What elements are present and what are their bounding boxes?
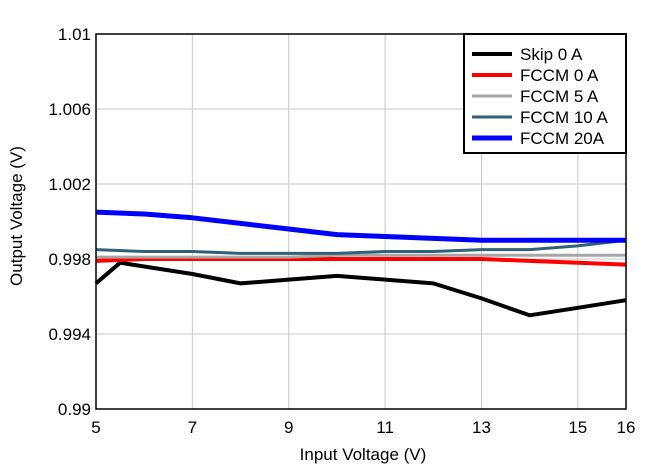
- x-tick-label: 11: [376, 418, 394, 437]
- legend: Skip 0 A FCCM 0 A FCCM 5 A FCCM 10 A FCCM 20…: [463, 33, 627, 154]
- series-line-5: [95, 209, 626, 243]
- legend-label: FCCM 5 A: [520, 87, 599, 106]
- x-tick-label: 7: [188, 418, 197, 437]
- x-tick-label: 13: [472, 418, 491, 437]
- y-axis-tick-labels: 0.99 0.994 0.998 1.002 1.006 1.01: [48, 25, 91, 419]
- legend-label: FCCM 10 A: [520, 108, 609, 127]
- y-tick-label: 1.002: [48, 175, 91, 194]
- series-line-1: [94, 260, 627, 318]
- legend-label: FCCM 20A: [520, 129, 605, 148]
- series-line-4: [95, 238, 627, 255]
- y-tick-label: 1.006: [48, 100, 91, 119]
- legend-label: FCCM 0 A: [520, 66, 599, 85]
- y-tick-label: 1.01: [58, 25, 91, 44]
- y-axis-label: Output Voltage (V): [7, 146, 26, 286]
- x-axis-label: Input Voltage (V): [300, 445, 427, 464]
- series-line-3: [96, 253, 626, 259]
- legend-label: Skip 0 A: [520, 45, 583, 64]
- x-tick-label: 9: [284, 418, 293, 437]
- y-tick-label: 0.99: [58, 400, 91, 419]
- series-line-2: [95, 257, 627, 267]
- x-tick-label: 5: [91, 418, 100, 437]
- x-tick-label: 15: [568, 418, 587, 437]
- plot-area-frame: [95, 33, 627, 410]
- x-tick-label: 16: [617, 418, 636, 437]
- series-lines: [94, 209, 627, 318]
- y-tick-label: 0.998: [48, 250, 91, 269]
- x-axis-tick-labels: 5 7 9 11 13 15 16: [91, 418, 635, 437]
- y-tick-label: 0.994: [48, 325, 91, 344]
